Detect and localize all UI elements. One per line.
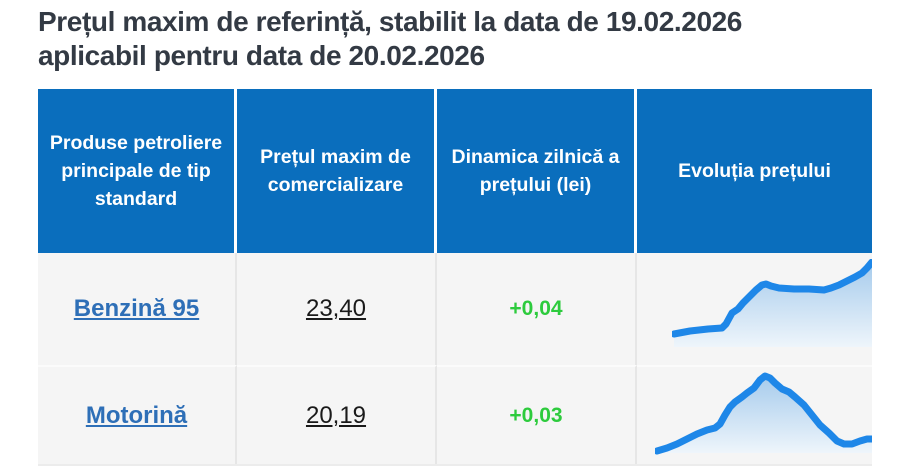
motorina-link[interactable]: Motorină — [85, 401, 188, 429]
header-products: Produse petroliere principale de tip sta… — [38, 89, 237, 253]
cell-spark-benzina — [637, 253, 872, 365]
page-title: Prețul maxim de referință, stabilit la d… — [38, 5, 883, 73]
header-daily-dynamics: Dinamica zilnică a prețului (lei) — [437, 89, 637, 253]
benzina-95-price-link[interactable]: 23,40 — [305, 295, 367, 322]
cell-spark-motorina — [637, 365, 872, 464]
header-price-evolution: Evoluția prețului — [637, 89, 872, 253]
benzina-95-change-value: +0,04 — [509, 297, 563, 320]
cell-change-motorina: +0,03 — [437, 365, 637, 464]
motorina-change-value: +0,03 — [509, 403, 563, 427]
motorina-sparkline-chart — [655, 371, 872, 457]
page-title-line-2: aplicabil pentru data de 20.02.2026 — [38, 40, 485, 71]
page-title-line-1: Prețul maxim de referință, stabilit la d… — [38, 6, 742, 37]
header-max-price: Prețul maxim de comercializare — [237, 89, 437, 253]
motorina-price-link[interactable]: 20,19 — [305, 401, 367, 429]
cell-product-motorina: Motorină — [38, 365, 237, 464]
cell-price-motorina: 20,19 — [237, 365, 437, 464]
benzina-95-link[interactable]: Benzină 95 — [73, 295, 200, 322]
cell-product-benzina: Benzină 95 — [38, 253, 237, 365]
cell-price-benzina: 23,40 — [237, 253, 437, 365]
cell-change-benzina: +0,04 — [437, 253, 637, 365]
fuel-price-table: Produse petroliere principale de tip sta… — [38, 89, 872, 466]
benzina-95-sparkline-chart — [672, 259, 872, 351]
